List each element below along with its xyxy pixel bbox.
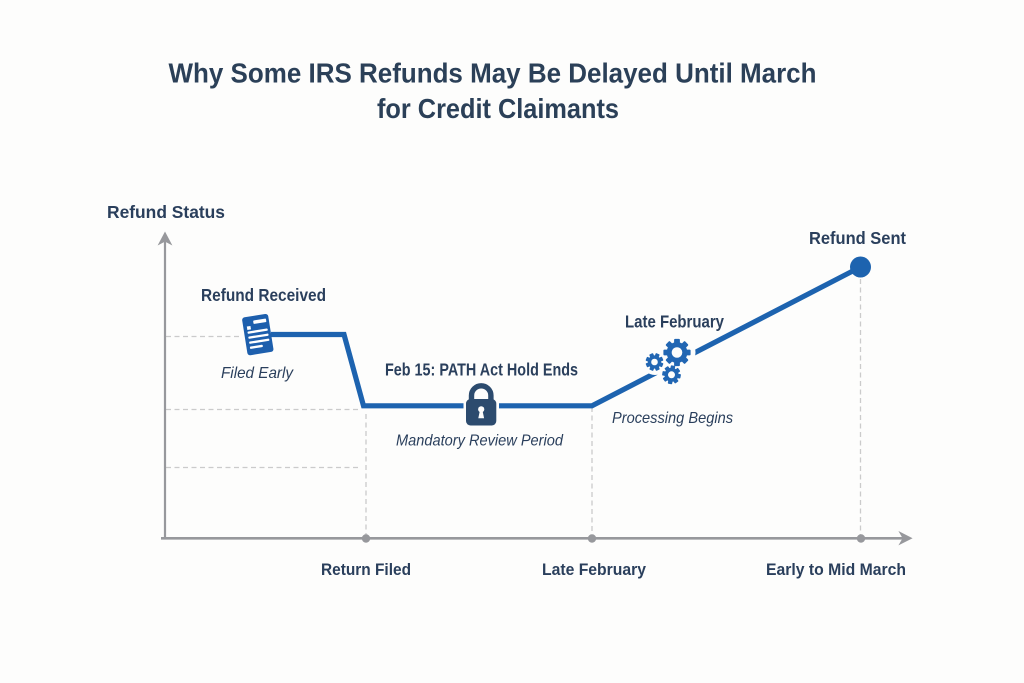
svg-text:Filed Early: Filed Early bbox=[221, 365, 294, 382]
svg-text:Late February: Late February bbox=[542, 561, 647, 579]
svg-text:Feb 15: PATH Act Hold Ends: Feb 15: PATH Act Hold Ends bbox=[385, 360, 578, 380]
svg-text:Refund Received: Refund Received bbox=[201, 285, 326, 305]
svg-text:Processing Begins: Processing Begins bbox=[612, 410, 733, 427]
svg-text:Late February: Late February bbox=[625, 312, 724, 332]
svg-text:Mandatory Review Period: Mandatory Review Period bbox=[396, 433, 564, 450]
svg-text:for Credit Claimants: for Credit Claimants bbox=[377, 93, 619, 124]
svg-text:Return Filed: Return Filed bbox=[321, 561, 411, 579]
svg-text:Refund Sent: Refund Sent bbox=[809, 228, 906, 248]
svg-text:Why Some IRS Refunds May Be De: Why Some IRS Refunds May Be Delayed Unti… bbox=[169, 57, 817, 88]
svg-text:Refund Status: Refund Status bbox=[107, 202, 225, 222]
svg-text:Early to Mid March: Early to Mid March bbox=[766, 561, 906, 579]
